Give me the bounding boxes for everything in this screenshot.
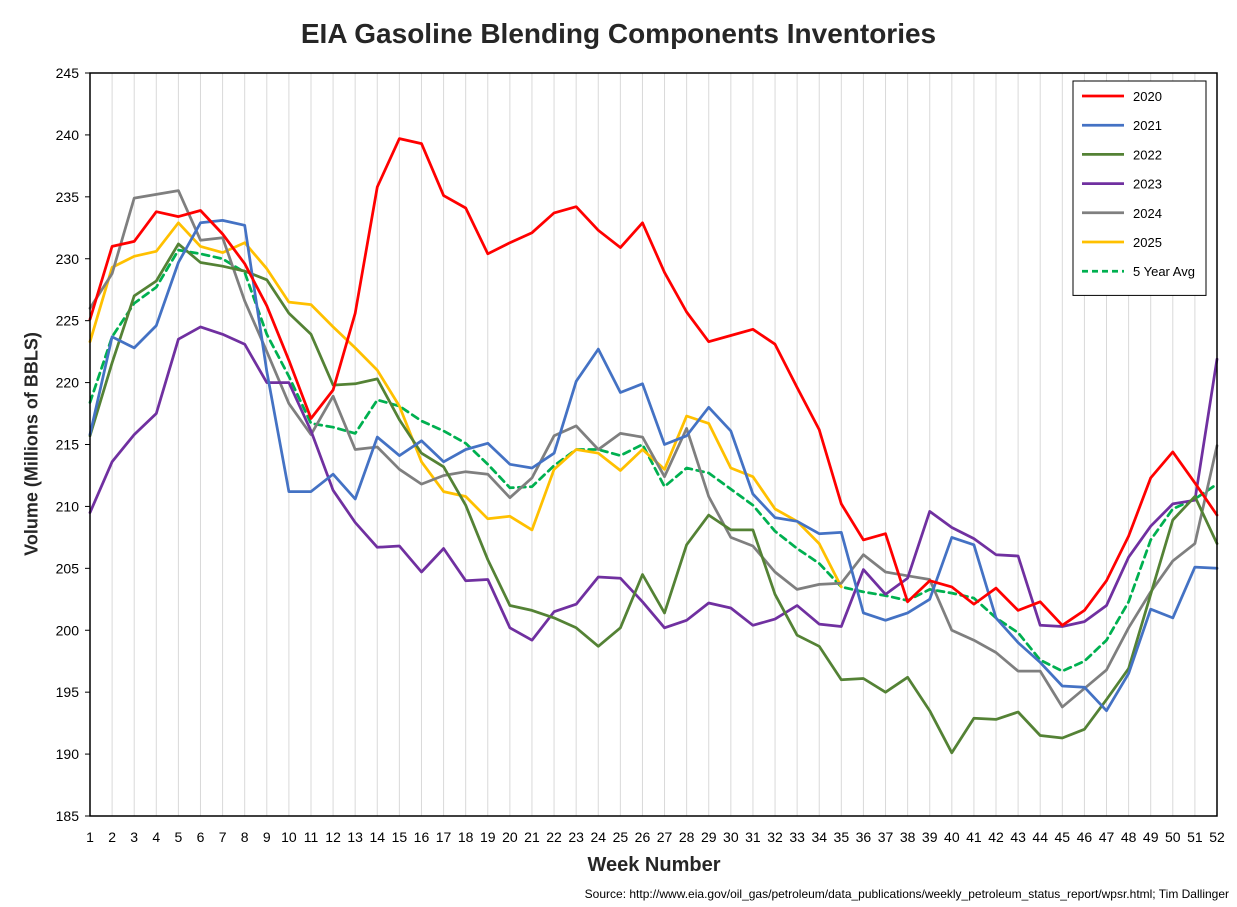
series-line-2024 <box>88 189 1219 709</box>
legend-entry: 2020 <box>1133 89 1162 104</box>
x-tick-label: 15 <box>392 829 408 845</box>
x-tick-label: 35 <box>834 829 850 845</box>
x-tick-label: 23 <box>568 829 584 845</box>
x-tick-label: 25 <box>613 829 629 845</box>
x-tick-label: 28 <box>679 829 695 845</box>
y-tick-label: 220 <box>56 375 80 391</box>
x-tick-label: 20 <box>502 829 518 845</box>
y-tick-label: 205 <box>56 560 80 576</box>
legend-entry: 2022 <box>1133 147 1162 162</box>
x-tick-label: 18 <box>458 829 474 845</box>
series-line-2021 <box>88 219 1219 713</box>
y-tick-label: 225 <box>56 313 80 329</box>
x-tick-label: 8 <box>241 829 249 845</box>
y-tick-label: 230 <box>56 251 80 267</box>
source-note: Source: http://www.eia.gov/oil_gas/petro… <box>584 887 1229 901</box>
legend-entry: 2025 <box>1133 235 1162 250</box>
x-tick-label: 51 <box>1187 829 1203 845</box>
x-tick-label: 6 <box>197 829 205 845</box>
x-tick-label: 36 <box>856 829 872 845</box>
series-line-5-year-avg <box>88 248 1219 673</box>
y-tick-label: 190 <box>56 746 80 762</box>
x-tick-label: 30 <box>723 829 739 845</box>
x-tick-label: 40 <box>944 829 960 845</box>
x-tick-label: 26 <box>635 829 651 845</box>
x-tick-label: 13 <box>347 829 363 845</box>
legend-box <box>1072 80 1207 296</box>
x-tick-label: 17 <box>436 829 452 845</box>
x-tick-label: 3 <box>130 829 138 845</box>
x-tick-label: 37 <box>878 829 894 845</box>
x-tick-label: 41 <box>966 829 982 845</box>
x-tick-label: 34 <box>811 829 827 845</box>
x-tick-label: 12 <box>325 829 341 845</box>
y-tick-labels: 185 190 195 200 205 210 215 220 225 230 235 240 245 <box>56 65 90 824</box>
x-tick-label: 1 <box>86 829 94 845</box>
x-tick-label: 32 <box>767 829 783 845</box>
y-tick-label: 185 <box>56 808 80 824</box>
x-tick-label: 16 <box>414 829 430 845</box>
x-tick-label: 29 <box>701 829 717 845</box>
series-line-2022 <box>88 242 1219 755</box>
x-tick-label: 39 <box>922 829 938 845</box>
x-tick-labels: 1 2 3 4 5 6 7 8 9 10 11 12 13 14 15 16 17 18 19 20 21 22 23 24 2… <box>86 829 1225 845</box>
x-tick-label: 47 <box>1099 829 1115 845</box>
x-tick-label: 5 <box>174 829 182 845</box>
x-tick-label: 44 <box>1032 829 1048 845</box>
x-tick-label: 14 <box>369 829 385 845</box>
x-tick-label: 42 <box>988 829 1004 845</box>
x-tick-label: 43 <box>1010 829 1026 845</box>
x-tick-label: 9 <box>263 829 271 845</box>
x-tick-label: 49 <box>1143 829 1159 845</box>
series-layer <box>88 137 1219 755</box>
legend-entry: 2024 <box>1133 206 1162 221</box>
x-tick-label: 31 <box>745 829 761 845</box>
x-tick-label: 38 <box>900 829 916 845</box>
x-tick-label: 10 <box>281 829 297 845</box>
x-tick-label: 48 <box>1121 829 1137 845</box>
x-tick-label: 2 <box>108 829 116 845</box>
x-tick-label: 46 <box>1077 829 1093 845</box>
y-tick-label: 215 <box>56 437 80 453</box>
y-tick-label: 210 <box>56 498 80 514</box>
x-tick-label: 7 <box>219 829 227 845</box>
x-tick-label: 4 <box>152 829 160 845</box>
y-tick-label: 235 <box>56 189 80 205</box>
x-tick-label: 33 <box>789 829 805 845</box>
series-line-2025 <box>88 221 843 589</box>
x-tick-label: 27 <box>657 829 673 845</box>
x-tick-label: 22 <box>546 829 562 845</box>
x-axis-label: Week Number <box>587 854 721 876</box>
y-tick-label: 240 <box>56 127 80 143</box>
legend: 2020 2021 2022 2023 2024 2025 5 Year Avg <box>1072 80 1207 296</box>
x-tick-label: 50 <box>1165 829 1181 845</box>
legend-entry: 2021 <box>1133 118 1162 133</box>
x-tick-label: 24 <box>590 829 606 845</box>
x-tick-label: 11 <box>304 829 319 845</box>
y-tick-label: 195 <box>56 684 80 700</box>
x-tick-label: 45 <box>1055 829 1071 845</box>
y-tick-label: 245 <box>56 65 80 81</box>
series-line-2020 <box>88 137 1219 627</box>
legend-entry: 2023 <box>1133 177 1162 192</box>
series-line-2023 <box>88 325 1219 642</box>
legend-entry: 5 Year Avg <box>1133 264 1195 279</box>
x-tick-label: 52 <box>1209 829 1225 845</box>
x-tick-label: 19 <box>480 829 496 845</box>
plot-area-background <box>90 73 1217 816</box>
x-tick-label: 21 <box>524 829 540 845</box>
y-tick-label: 200 <box>56 622 80 638</box>
chart-title: EIA Gasoline Blending Components Invento… <box>300 18 937 49</box>
